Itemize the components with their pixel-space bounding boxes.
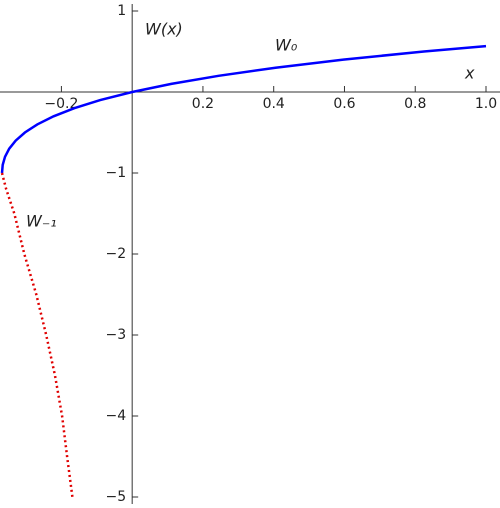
y-tick-label: −1 [106, 165, 127, 181]
legend-label: W₀ [275, 36, 298, 55]
y-tick-label: 1 [117, 3, 126, 19]
legend-label: W₋₁ [26, 212, 57, 231]
x-tick-label: 0.8 [404, 96, 426, 112]
x-tick-label: 1.0 [475, 96, 497, 112]
curve [0, 172, 74, 498]
y-tick-label: −4 [106, 408, 127, 424]
x-tick-label: 0.4 [263, 96, 285, 112]
curve [0, 44, 487, 174]
x-tick-label: 0.2 [192, 96, 214, 112]
y-tick-label: −5 [106, 489, 127, 505]
x-tick-label: −0.2 [44, 96, 78, 112]
y-axis-label: W(x) [145, 20, 183, 39]
x-tick-label: 0.6 [333, 96, 355, 112]
y-tick-label: −2 [106, 246, 127, 262]
x-axis-label: x [464, 64, 475, 83]
y-tick-label: −3 [106, 327, 127, 343]
